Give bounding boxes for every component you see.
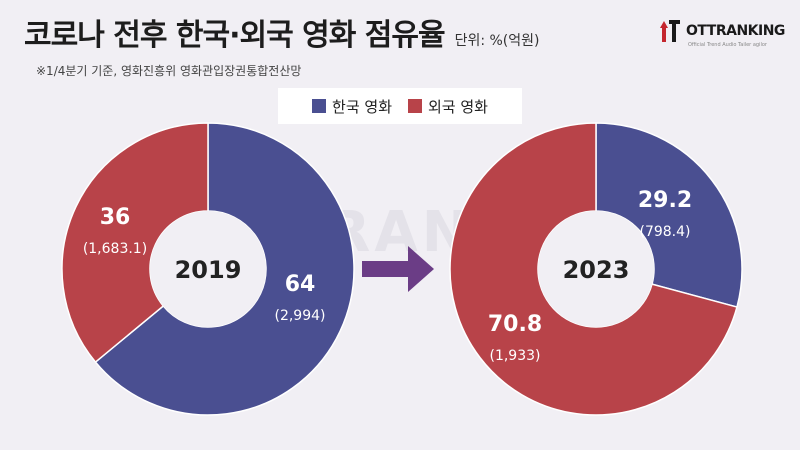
year-label-2023: 2023 <box>563 256 630 284</box>
legend-item-foreign: 외국 영화 <box>408 96 488 117</box>
donut-hole-2023 <box>538 211 654 327</box>
value-label-2023-korean: 29.2 <box>638 188 692 213</box>
unit-label: 단위: %(억원) <box>454 33 540 49</box>
brand-tagline: Official Trend Audio Tailer agilor <box>688 42 767 48</box>
value-label-2019-korean: 64 <box>285 272 316 297</box>
amount-label-2023-foreign: (1,933) <box>489 348 540 364</box>
year-label-2019: 2019 <box>175 256 242 284</box>
value-label-2019-foreign: 36 <box>100 205 131 230</box>
chart-title: 코로나 전후 한국·외국 영화 점유율 <box>24 18 446 53</box>
amount-label-2023-korean: (798.4) <box>639 224 690 240</box>
legend-item-korean: 한국 영화 <box>312 96 392 117</box>
amount-label-2019-foreign: (1,683.1) <box>83 241 147 257</box>
donut-chart-2019: 2019 64 (2,994) 36 (1,683.1) <box>61 122 355 416</box>
ottranking-logo-icon <box>660 20 680 42</box>
value-label-2023-foreign: 70.8 <box>488 312 542 337</box>
legend-swatch-foreign <box>408 99 422 113</box>
slice-2019-foreign <box>61 122 209 364</box>
brand-logo: OTTRANKING Official Trend Audio Tailer a… <box>660 18 785 48</box>
title-area: 코로나 전후 한국·외국 영화 점유율 단위: %(억원) <box>24 10 540 54</box>
chart-legend: 한국 영화 외국 영화 <box>278 88 522 124</box>
amount-label-2019-korean: (2,994) <box>274 308 325 324</box>
donut-hole-2019 <box>150 211 266 327</box>
brand-name: OTTRANKING <box>686 23 785 39</box>
transition-arrow-icon <box>362 246 434 292</box>
legend-swatch-korean <box>312 99 327 113</box>
legend-label-korean: 한국 영화 <box>332 97 392 116</box>
donut-chart-2023: 2023 29.2 (798.4) 70.8 (1,933) <box>449 122 743 416</box>
source-note: ※1/4분기 기준, 영화진흥위 영화관입장권통합전산망 <box>36 64 302 78</box>
legend-label-foreign: 외국 영화 <box>428 97 488 116</box>
